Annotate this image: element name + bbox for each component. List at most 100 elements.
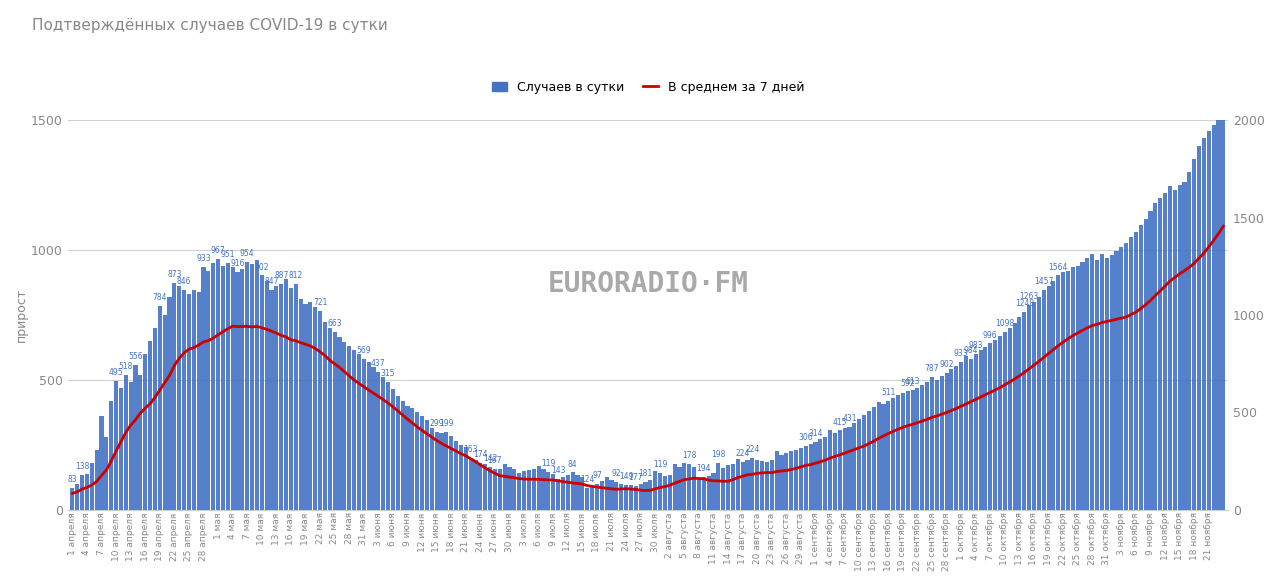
Bar [590, 486, 594, 510]
Text: 1457: 1457 [1034, 277, 1053, 287]
Bar [201, 267, 206, 510]
Bar [974, 354, 978, 510]
Bar [1188, 172, 1192, 510]
Bar [298, 299, 302, 510]
Text: 1564: 1564 [1048, 263, 1068, 271]
Bar [1080, 261, 1084, 510]
Bar [411, 408, 415, 510]
Bar [1100, 254, 1105, 510]
Text: 1263: 1263 [1019, 292, 1039, 301]
Text: 167: 167 [488, 456, 502, 465]
Bar [653, 471, 657, 510]
Text: 1098: 1098 [996, 319, 1015, 328]
Bar [1071, 267, 1075, 510]
Bar [109, 401, 114, 510]
Text: 556: 556 [128, 352, 143, 362]
Bar [945, 373, 948, 510]
Bar [531, 469, 536, 510]
Bar [493, 469, 497, 510]
Text: 224: 224 [736, 449, 750, 458]
Bar [293, 284, 298, 510]
Bar [925, 383, 929, 510]
Bar [712, 473, 716, 510]
Bar [1105, 258, 1108, 510]
Bar [604, 478, 609, 510]
Bar [128, 383, 133, 510]
Bar [634, 486, 637, 510]
Bar [420, 416, 424, 510]
Bar [173, 283, 177, 510]
Text: 887: 887 [274, 271, 288, 280]
Bar [1167, 186, 1172, 510]
Text: 967: 967 [211, 246, 225, 255]
Bar [463, 447, 467, 510]
Bar [959, 362, 964, 510]
Bar [503, 465, 507, 510]
Bar [317, 311, 323, 510]
Text: 902: 902 [940, 360, 954, 369]
Bar [119, 387, 123, 510]
Bar [157, 306, 161, 510]
Text: 902: 902 [255, 263, 269, 271]
Text: 569: 569 [356, 346, 371, 355]
Bar [571, 472, 575, 510]
Text: 92: 92 [612, 469, 621, 478]
Bar [479, 463, 483, 510]
Bar [70, 488, 74, 510]
Text: 951: 951 [220, 250, 236, 259]
Bar [425, 420, 429, 510]
Bar [940, 376, 943, 510]
Bar [143, 354, 147, 510]
Text: 592: 592 [900, 379, 915, 387]
Text: 933: 933 [954, 349, 969, 357]
Text: 124: 124 [580, 475, 594, 484]
Text: 299: 299 [429, 419, 444, 428]
Bar [780, 455, 783, 510]
Bar [701, 477, 705, 510]
Bar [877, 402, 881, 510]
Bar [352, 350, 356, 510]
Bar [741, 462, 745, 510]
Bar [454, 441, 458, 510]
Text: 983: 983 [969, 341, 983, 350]
Bar [687, 464, 691, 510]
Bar [512, 469, 516, 510]
Bar [274, 287, 279, 510]
Bar [241, 270, 244, 510]
Bar [1066, 271, 1070, 510]
Bar [672, 464, 677, 510]
Bar [1153, 203, 1157, 510]
Bar [745, 460, 750, 510]
Bar [993, 339, 997, 510]
Bar [901, 393, 905, 510]
Bar [1212, 125, 1216, 510]
Bar [536, 466, 540, 510]
Bar [1183, 182, 1187, 510]
Bar [371, 367, 375, 510]
Bar [1023, 312, 1027, 510]
Bar [799, 448, 803, 510]
Bar [556, 479, 561, 510]
Bar [915, 387, 919, 510]
Y-axis label: прирост: прирост [15, 288, 28, 342]
Bar [81, 475, 84, 510]
Bar [1091, 254, 1094, 510]
Bar [1216, 118, 1221, 510]
Bar [988, 343, 992, 510]
Text: EURORADIO·FM: EURORADIO·FM [548, 270, 749, 298]
Bar [692, 467, 696, 510]
Bar [882, 404, 886, 510]
Bar [434, 432, 439, 510]
Bar [906, 391, 910, 510]
Bar [362, 359, 366, 510]
Bar [1061, 272, 1065, 510]
Bar [1012, 323, 1016, 510]
Bar [1164, 193, 1167, 510]
Bar [206, 271, 210, 510]
Text: 847: 847 [264, 277, 279, 286]
Bar [1139, 224, 1143, 510]
Bar [576, 475, 580, 510]
Bar [308, 302, 312, 510]
Bar [187, 294, 191, 510]
Bar [663, 476, 667, 510]
